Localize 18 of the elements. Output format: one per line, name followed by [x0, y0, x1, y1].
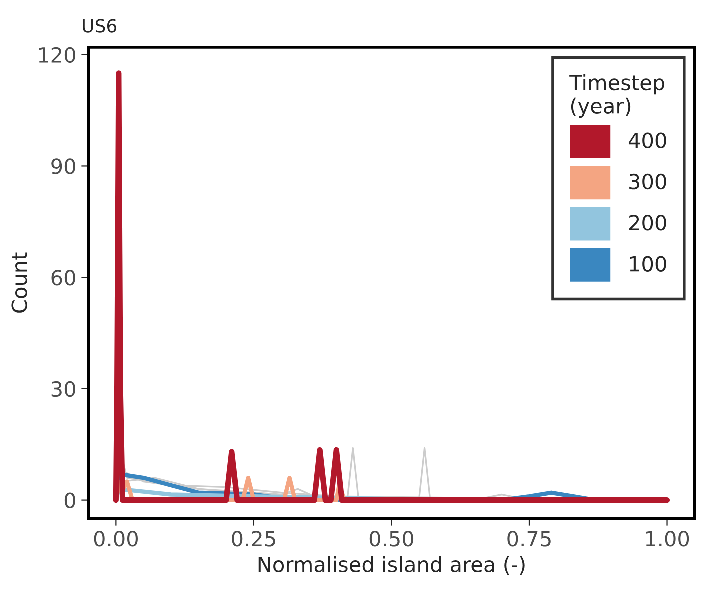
x-axis-title: Normalised island area (-) [258, 556, 525, 575]
x-tick-label: 0.50 [370, 531, 414, 547]
y-tick-label: 30 [52, 381, 76, 398]
legend-label: 100 [630, 256, 666, 272]
x-tick-label: 0.75 [508, 531, 551, 547]
x-tick-label: 0.00 [94, 531, 138, 547]
legend-label: 200 [630, 215, 666, 231]
x-tick-label: 0.25 [232, 531, 276, 547]
y-tick-label: 60 [52, 270, 76, 286]
legend-title: Timestep (year) [570, 74, 665, 118]
y-tick-label: 90 [52, 158, 76, 174]
x-tick-label: 1.00 [646, 531, 690, 547]
y-tick-label: 120 [39, 47, 76, 64]
y-tick-label: 0 [64, 492, 76, 509]
y-axis-title: Count [12, 252, 28, 313]
legend-label: 400 [628, 132, 666, 149]
chart-title: US6 [83, 19, 117, 33]
legend-label: 300 [630, 174, 666, 190]
